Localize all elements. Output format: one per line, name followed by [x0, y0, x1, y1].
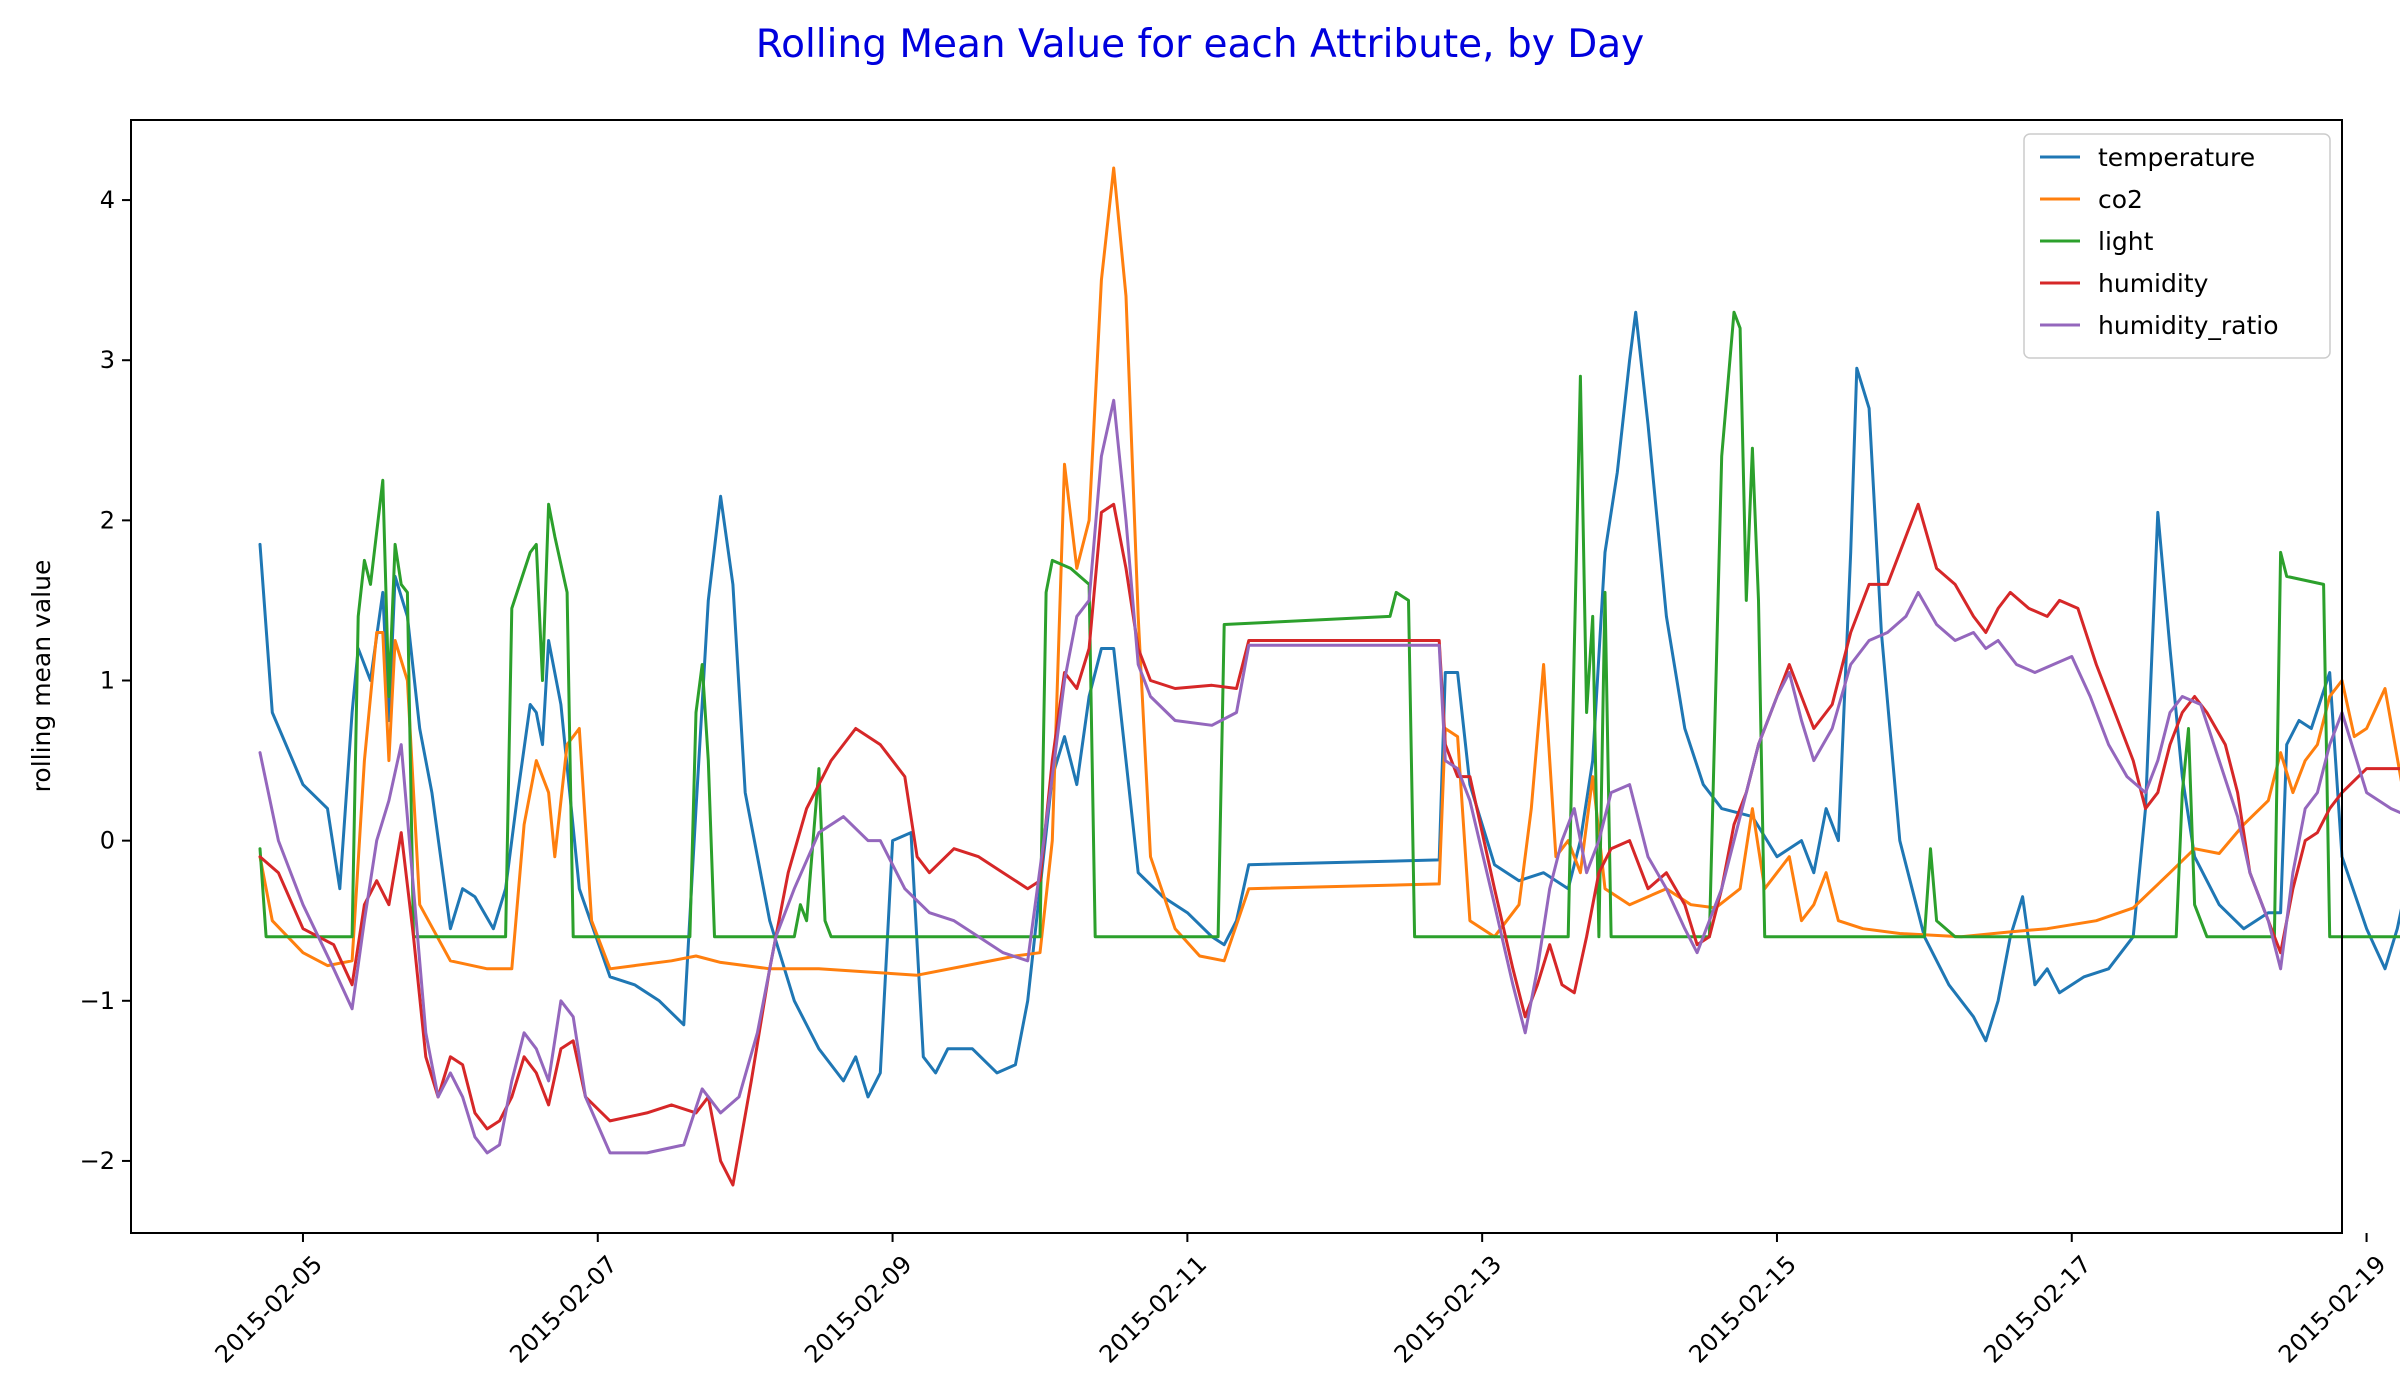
plot-frame [130, 119, 2343, 1234]
legend-label: co2 [2098, 185, 2143, 214]
series-line-humidity-ratio [258, 398, 2400, 1155]
series-line-co2 [258, 166, 2400, 977]
legend-label: humidity_ratio [2098, 311, 2279, 340]
y-tick-label: −1 [80, 987, 115, 1015]
series-line-light [258, 310, 2400, 939]
series-line-humidity [258, 502, 2400, 1187]
y-tick-label: 0 [100, 827, 115, 855]
y-tick-label: 3 [100, 346, 115, 374]
x-tick-label: 2015-02-11 [1094, 1250, 1212, 1368]
legend-label: humidity [2098, 269, 2209, 298]
y-tick-label: 2 [100, 506, 115, 534]
x-tick-label: 2015-02-13 [1389, 1250, 1507, 1368]
legend-box [2023, 133, 2331, 359]
y-tick-label: 4 [100, 186, 115, 214]
axes-layer [130, 119, 2343, 1234]
y-axis-label: rolling mean value [27, 560, 56, 793]
legend-label: temperature [2098, 143, 2255, 172]
legend-label: light [2098, 227, 2154, 256]
x-tick-label: 2015-02-15 [1684, 1250, 1802, 1368]
x-axis: 2015-02-05 2015-02-07 2015-02-09 2015-02-11… [210, 1233, 2392, 1369]
x-tick-label: 2015-02-19 [2273, 1250, 2391, 1368]
y-tick-label: 1 [100, 667, 115, 695]
chart-title: Rolling Mean Value for each Attribute, b… [755, 22, 1645, 67]
series-line-temperature [258, 310, 2400, 1099]
x-tick-label: 2015-02-09 [799, 1250, 917, 1368]
legend: temperature co2 light humidity humidity_rati… [2023, 133, 2331, 359]
y-axis: −2 −1 0 1 2 3 4 [80, 186, 131, 1175]
x-tick-label: 2015-02-05 [210, 1250, 328, 1368]
series-layer [258, 166, 2400, 1187]
x-tick-label: 2015-02-17 [1978, 1250, 2096, 1368]
y-tick-label: −2 [80, 1147, 115, 1175]
x-tick-label: 2015-02-07 [504, 1250, 622, 1368]
